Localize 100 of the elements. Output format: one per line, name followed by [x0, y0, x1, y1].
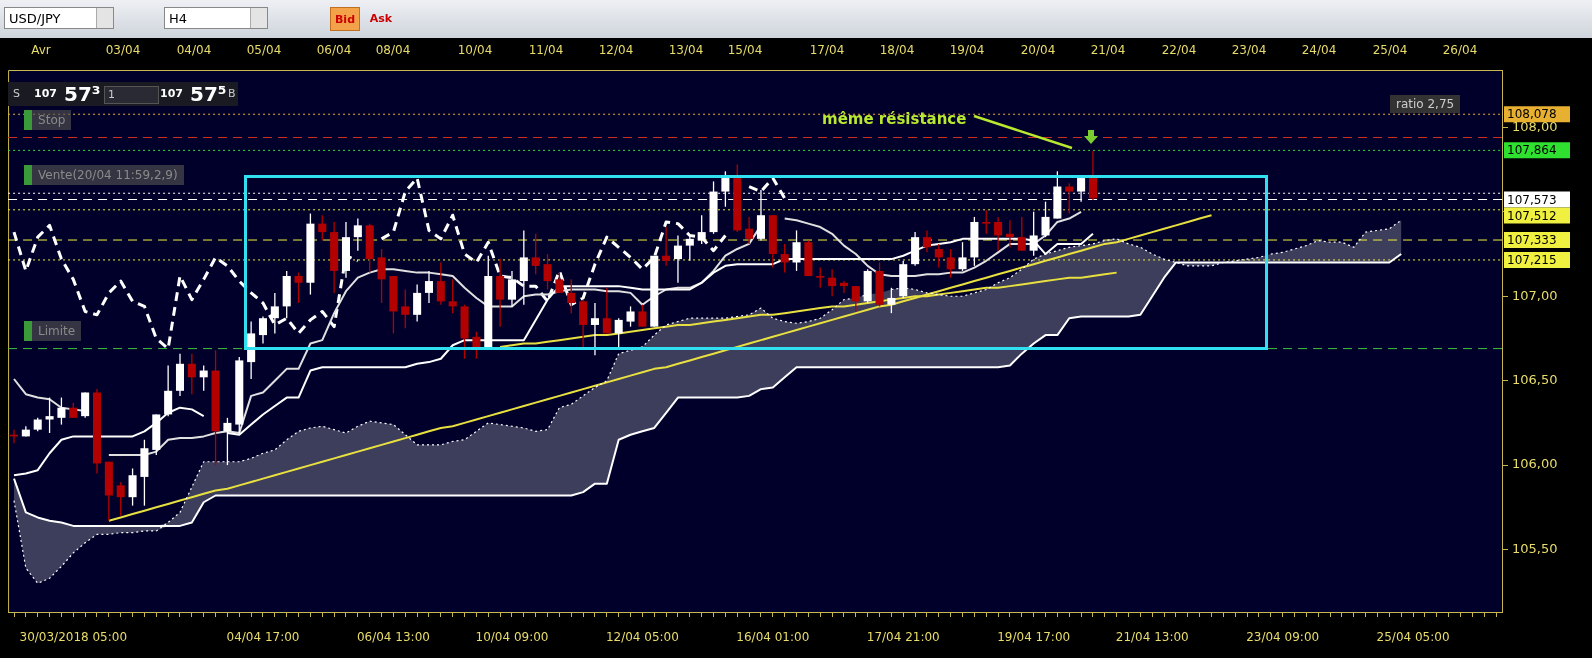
candlestick: [436, 261, 445, 306]
text: Avr: [31, 43, 51, 57]
annotation: Stop: [24, 109, 72, 130]
text: 04/04: [176, 43, 212, 57]
text: 20/04: [1020, 43, 1056, 57]
candlestick: [662, 226, 671, 267]
text: USD/JPY: [4, 7, 114, 29]
candlestick: [1041, 201, 1050, 238]
candlestick: [780, 243, 789, 274]
ref-line-label: 107,215: [1507, 253, 1557, 268]
text: 08/04: [375, 43, 411, 57]
candlestick: [1088, 150, 1097, 201]
text: 17/04: [809, 43, 845, 57]
candlestick: [128, 467, 137, 507]
candlestick: [828, 268, 837, 297]
candlestick: [626, 305, 635, 328]
text: 12/04: [598, 43, 634, 57]
candlestick: [496, 258, 505, 328]
candlestick: [424, 270, 434, 304]
candlestick: [258, 315, 268, 345]
candlestick: [922, 229, 931, 254]
annotation: Vente(20/04 11:59,2,9): [24, 165, 184, 186]
x-tick-label: 06/04 13:00: [356, 630, 430, 645]
y-tick-label: 106,00: [1512, 456, 1558, 472]
annotation: 107: [34, 86, 57, 102]
x-tick-label: 21/04 13:00: [1115, 630, 1189, 645]
candlestick: [1065, 182, 1074, 215]
annotation: 57³: [64, 82, 101, 106]
x-tick-label: 04/04 17:00: [226, 630, 300, 645]
text: 15/04: [727, 43, 763, 57]
candlestick: [982, 209, 991, 235]
candlestick: [448, 278, 457, 314]
annotation: 107: [160, 86, 183, 102]
text: 24/04: [1301, 43, 1337, 57]
candlestick: [579, 298, 588, 348]
text: 22/04: [1161, 43, 1197, 57]
candlestick: [946, 248, 955, 279]
candlestick: [638, 304, 647, 328]
x-tick-label: 17/04 21:00: [866, 630, 940, 645]
candlestick: [673, 234, 682, 284]
text: 23/04: [1231, 43, 1267, 57]
candlestick: [57, 396, 66, 426]
candlestick: [223, 417, 232, 466]
candlestick: [934, 243, 943, 269]
candlestick: [614, 317, 623, 348]
annotation: Limite: [24, 320, 82, 341]
ref-line-label: 107,333: [1507, 233, 1557, 248]
y-tick-label: 105,50: [1512, 540, 1558, 556]
x-tick-label: 30/03/2018 05:00: [19, 630, 128, 645]
candlestick: [353, 217, 362, 252]
x-tick-label: 25/04 05:00: [1376, 630, 1450, 645]
x-tick-label: 12/04 05:00: [605, 630, 679, 645]
x-tick-label: 23/04 09:00: [1246, 630, 1320, 645]
candlestick: [413, 283, 422, 323]
candlestick: [887, 287, 896, 314]
candlestick: [958, 241, 967, 272]
candlestick: [543, 253, 552, 291]
candlestick: [116, 481, 125, 517]
candlestick: [555, 271, 564, 294]
candlestick: [401, 288, 410, 329]
annotation: S: [13, 86, 20, 102]
text: Ask: [368, 11, 394, 27]
ref-line-label: 107,512: [1507, 208, 1557, 223]
candlestick: [697, 214, 706, 245]
text: 10/04: [457, 43, 493, 57]
text: 06/04: [316, 43, 352, 57]
text: 11/04: [528, 43, 564, 57]
annotation: 57⁵: [190, 82, 227, 106]
candlestick: [567, 278, 576, 314]
annotation: B: [228, 86, 236, 102]
ref-line-label: 107,573: [1507, 192, 1557, 207]
text: 26/04: [1442, 43, 1478, 57]
text: 03/04: [105, 43, 141, 57]
quantity-field: 1: [104, 86, 159, 104]
candlestick: [294, 271, 303, 304]
candlestick: [270, 292, 279, 335]
candlestick: [590, 302, 599, 356]
candlestick: [1017, 216, 1026, 252]
candlestick: [602, 287, 611, 335]
candlestick: [994, 216, 1003, 252]
candlestick: [187, 353, 196, 395]
annotation: ratio 2,75: [1390, 95, 1461, 113]
text: 13/04: [668, 43, 704, 57]
text: 18/04: [879, 43, 915, 57]
x-tick-label: 19/04 17:00: [997, 630, 1071, 645]
text: 05/04: [246, 43, 282, 57]
candlestick: [45, 396, 54, 434]
x-tick-label: 10/04 09:00: [475, 630, 549, 645]
candlestick: [519, 229, 528, 306]
y-tick-label: 106,50: [1512, 372, 1558, 388]
text: 25/04: [1372, 43, 1408, 57]
text: H4: [164, 7, 268, 29]
y-tick-label: 107,00: [1512, 287, 1558, 303]
candlestick: [531, 233, 540, 275]
candlestick: [816, 266, 825, 289]
text: 19/04: [949, 43, 985, 57]
candlestick: [164, 364, 173, 417]
candlestick: [745, 216, 754, 245]
x-tick-label: 16/04 01:00: [736, 630, 810, 645]
candlestick: [318, 214, 327, 242]
